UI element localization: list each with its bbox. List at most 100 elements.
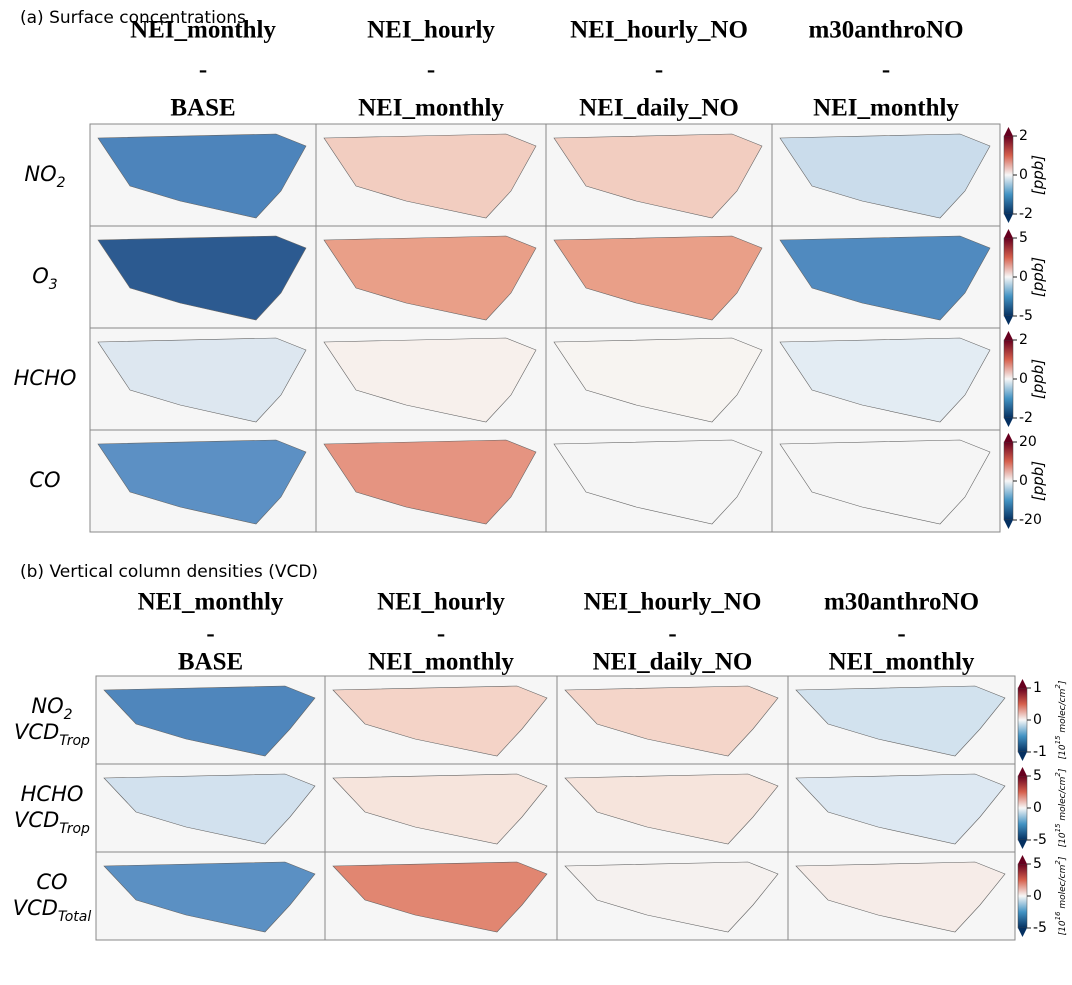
text-run: 3 xyxy=(49,277,58,293)
colorbar-tick-label: -5 xyxy=(1033,832,1047,848)
colorbar-extend xyxy=(1004,214,1013,223)
text-run: molec/cm xyxy=(1058,864,1068,911)
text-run: [10 xyxy=(1058,744,1068,759)
text-run: ] xyxy=(1058,856,1068,861)
row-label: NO2 xyxy=(31,694,72,723)
colorbar-tick-label: -1 xyxy=(1033,744,1047,760)
map-land xyxy=(779,337,991,423)
text-run: [ppb] xyxy=(1029,257,1047,297)
colorbar-unit: [1015 molec/cm2] xyxy=(1054,768,1068,847)
text-run: CO xyxy=(36,870,67,894)
map-land xyxy=(97,439,307,525)
colorbar-tick-label: 5 xyxy=(1019,230,1028,246)
text-run: ] xyxy=(1058,680,1068,685)
column-header: NEI_daily_NO xyxy=(593,649,753,676)
column-header: NEI_hourly xyxy=(377,589,505,616)
column-header: m30anthroNO xyxy=(824,589,979,616)
map-land xyxy=(795,861,1006,933)
colorbar-extend xyxy=(1018,679,1027,688)
colorbar-unit: [ppb] xyxy=(1029,359,1047,399)
row-label: VCDTrop xyxy=(14,720,90,749)
column-header: m30anthroNO xyxy=(808,17,963,44)
column-header: BASE xyxy=(170,95,235,122)
text-run: Total xyxy=(58,909,91,925)
text-run: 15 xyxy=(1054,823,1062,832)
row-label: CO xyxy=(36,870,67,894)
map-land xyxy=(323,439,537,525)
column-header: - xyxy=(437,621,445,648)
map-land xyxy=(97,235,307,321)
colorbar-tick-label: 0 xyxy=(1033,888,1042,904)
column-header: NEI_monthly xyxy=(813,95,959,122)
row-label: O3 xyxy=(32,264,57,293)
column-header: NEI_monthly xyxy=(138,589,284,616)
map-land xyxy=(332,861,548,933)
map-land xyxy=(332,773,548,845)
column-header: NEI_monthly xyxy=(368,649,514,676)
text-run: [10 xyxy=(1058,920,1068,935)
panel-title: (b) Vertical column densities (VCD) xyxy=(20,562,318,582)
map-land xyxy=(779,439,991,525)
colorbar-tick-label: -2 xyxy=(1019,410,1033,426)
colorbar-unit: [ppb] xyxy=(1029,257,1047,297)
text-run: molec/cm xyxy=(1058,688,1068,735)
row-label: HCHO xyxy=(14,366,77,390)
map-land xyxy=(795,685,1006,757)
colorbar-extend xyxy=(1018,855,1027,864)
colorbar-unit: [ppb] xyxy=(1029,155,1047,195)
map-land xyxy=(323,133,537,219)
map-land xyxy=(323,235,537,321)
text-run: VCD xyxy=(14,808,59,832)
colorbar-extend xyxy=(1018,752,1027,761)
map-land xyxy=(332,685,548,757)
colorbar-tick-label: 0 xyxy=(1019,269,1028,285)
colorbar-tick-label: 5 xyxy=(1033,856,1042,872)
map-land xyxy=(553,133,763,219)
column-header: - xyxy=(897,621,905,648)
colorbar-tick-label: -2 xyxy=(1019,206,1033,222)
colorbar-extend xyxy=(1004,331,1013,340)
map-land xyxy=(564,685,779,757)
column-header: - xyxy=(206,621,214,648)
text-run: [10 xyxy=(1058,832,1068,847)
colorbar-unit: [1015 molec/cm2] xyxy=(1054,680,1068,759)
colorbar-tick-label: 0 xyxy=(1019,167,1028,183)
column-header: NEI_monthly xyxy=(829,649,975,676)
text-run: 2 xyxy=(1054,860,1062,865)
colorbar-tick-label: 0 xyxy=(1019,371,1028,387)
column-header: - xyxy=(882,57,890,84)
text-run: 15 xyxy=(1054,735,1062,744)
map-land xyxy=(103,861,316,933)
column-header: BASE xyxy=(178,649,243,676)
map-land xyxy=(103,773,316,845)
colorbar xyxy=(1017,687,1028,753)
map-land xyxy=(779,133,991,219)
colorbar-extend xyxy=(1018,928,1027,937)
colorbar xyxy=(1003,339,1014,419)
column-header: - xyxy=(668,621,676,648)
panel-title: (a) Surface concentrations xyxy=(20,8,246,28)
colorbar-extend xyxy=(1004,418,1013,427)
colorbar-tick-label: 0 xyxy=(1033,800,1042,816)
colorbar-tick-label: 5 xyxy=(1033,768,1042,784)
text-run: [ppb] xyxy=(1029,359,1047,399)
row-label: VCDTotal xyxy=(13,896,92,925)
text-run: Trop xyxy=(59,733,90,749)
colorbar-extend xyxy=(1004,520,1013,529)
colorbar-extend xyxy=(1018,767,1027,776)
text-run: 2 xyxy=(1054,684,1062,689)
colorbar-tick-label: 2 xyxy=(1019,332,1028,348)
colorbar-tick-label: -5 xyxy=(1019,308,1033,324)
map-land xyxy=(553,439,763,525)
map-land xyxy=(564,861,779,933)
column-header: NEI_monthly xyxy=(358,95,504,122)
colorbar xyxy=(1017,775,1028,841)
colorbar-tick-label: -20 xyxy=(1019,512,1042,528)
column-header: - xyxy=(655,57,663,84)
column-header: - xyxy=(199,57,207,84)
colorbar-tick-label: 20 xyxy=(1019,434,1037,450)
text-run: VCD xyxy=(14,720,59,744)
map-land xyxy=(564,773,779,845)
colorbar-extend xyxy=(1004,316,1013,325)
